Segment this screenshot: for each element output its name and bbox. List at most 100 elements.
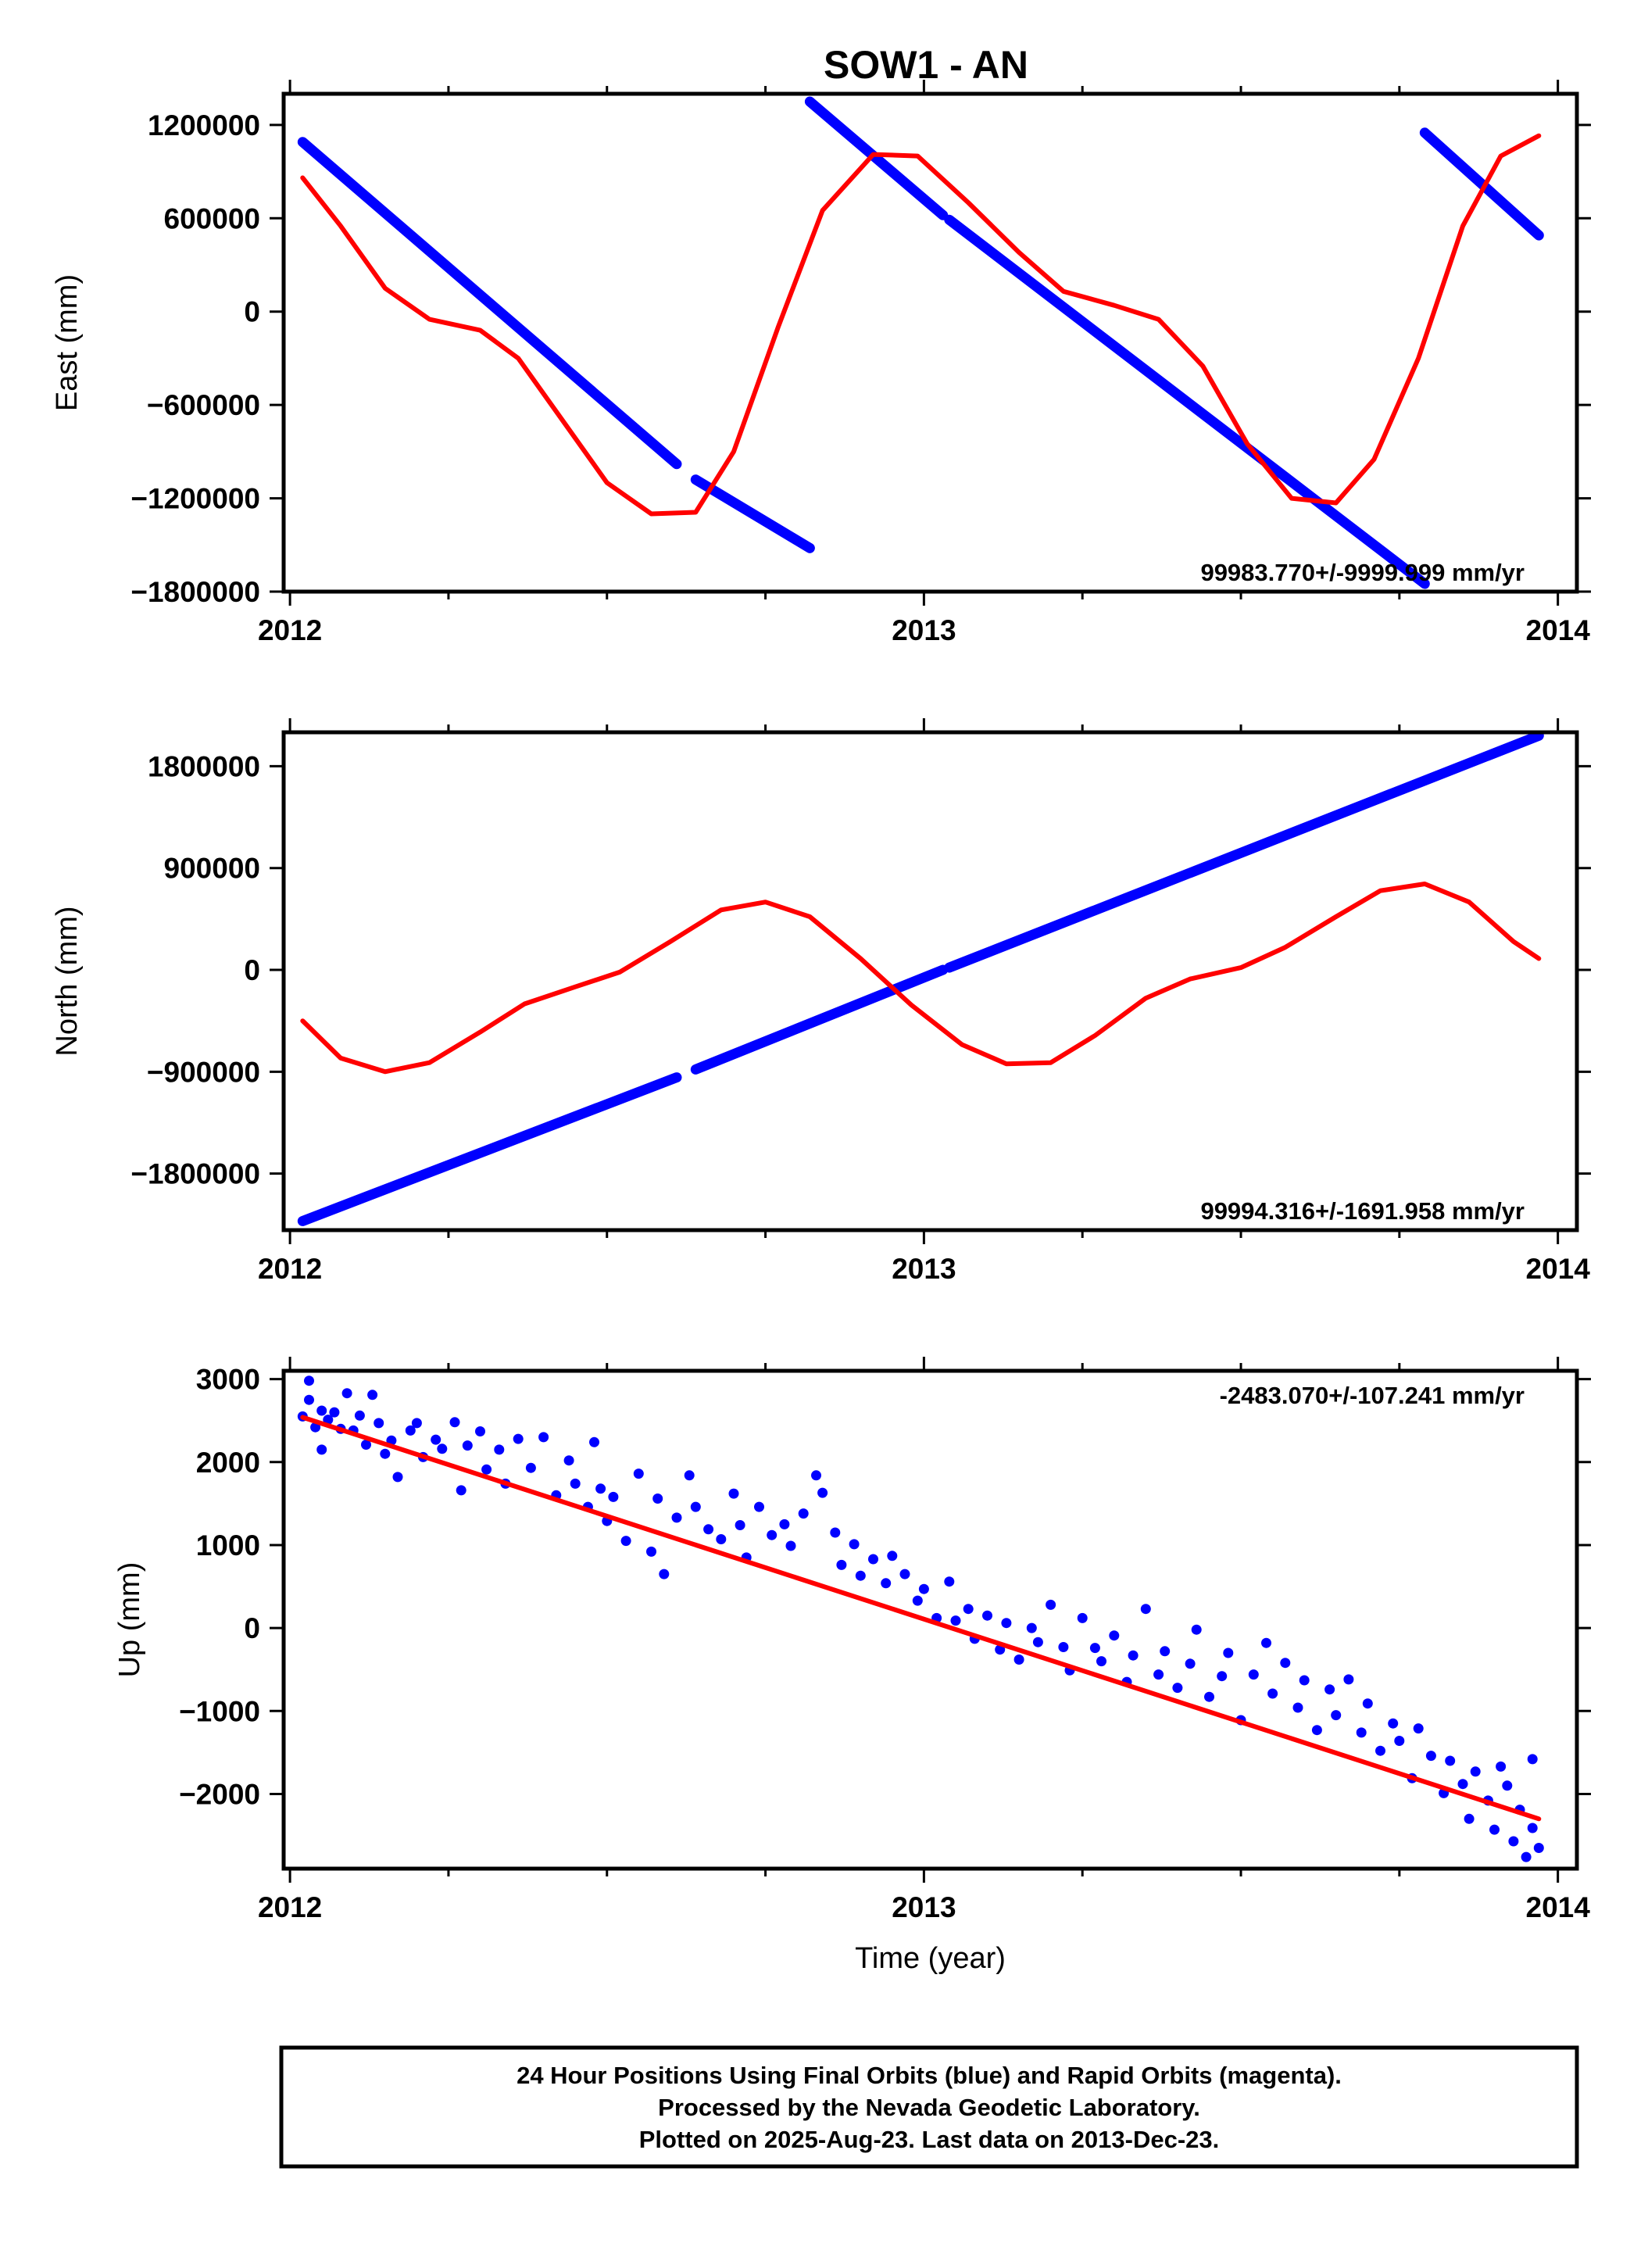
final-orbit-point [1204, 1691, 1214, 1702]
final-orbit-point [570, 1478, 581, 1489]
final-orbit-point [316, 1444, 327, 1455]
final-orbit-point [374, 1418, 384, 1429]
final-orbit-point [354, 1410, 365, 1421]
final-orbit-point [912, 1595, 923, 1606]
final-orbit-point [1140, 1604, 1151, 1615]
final-orbit-point [1527, 1823, 1538, 1833]
final-orbit-point [1299, 1675, 1310, 1686]
panels: 2012 2013 2014 −1800000 −1200000 −600000 0 6000… [51, 80, 1591, 1975]
final-orbit-point [899, 1569, 910, 1579]
final-orbit-point [329, 1407, 340, 1418]
final-orbit-point [595, 1483, 606, 1494]
final-orbit-point [1457, 1779, 1468, 1790]
final-orbit-point [1223, 1647, 1234, 1658]
final-orbit-point [431, 1434, 441, 1445]
final-orbit-point [1464, 1813, 1475, 1824]
y-tick-label: −1200000 [130, 483, 260, 515]
final-orbit-point [1261, 1637, 1271, 1648]
final-orbit-point [513, 1433, 524, 1444]
y-tick-label: 1200000 [148, 109, 260, 141]
final-orbit-point [1001, 1618, 1012, 1629]
y-tick-label: 3000 [196, 1364, 260, 1396]
final-orbit-point [437, 1443, 448, 1454]
rate-label: 99994.316+/-1691.958 mm/yr [1200, 1197, 1525, 1225]
final-orbit-point [538, 1432, 549, 1443]
final-orbit-segment [944, 732, 1544, 973]
footer-box: 24 Hour Positions Using Final Orbits (bl… [279, 2045, 1579, 2169]
y-axis-label: North (mm) [51, 906, 84, 1056]
final-orbit-point [1185, 1658, 1196, 1669]
final-orbit-point [1425, 1751, 1436, 1762]
final-orbit-point [703, 1524, 714, 1535]
final-orbit-point [563, 1455, 574, 1466]
plot-area [297, 96, 1544, 589]
x-tick-label: 2014 [1526, 1891, 1591, 1923]
y-tick-label: −1800000 [130, 1158, 260, 1190]
rapid-orbit-curve [300, 1415, 1542, 1822]
x-tick-label: 2013 [892, 614, 956, 646]
final-orbit-point [1343, 1674, 1354, 1685]
final-orbit-point [304, 1394, 314, 1405]
final-orbit-point [1527, 1754, 1538, 1765]
plot-area [297, 732, 1544, 1226]
y-tick-label: 900000 [164, 853, 260, 885]
final-orbit-point [690, 1501, 701, 1512]
final-orbit-point [633, 1468, 644, 1479]
x-tick-label: 2013 [892, 1891, 956, 1923]
final-orbit-segment [944, 214, 1430, 589]
rapid-orbit-curve [300, 133, 1542, 517]
final-orbit-point [1046, 1599, 1056, 1610]
final-orbit-point [1191, 1624, 1202, 1635]
y-tick-label: −900000 [147, 1056, 260, 1088]
y-axis-label: East (mm) [51, 274, 84, 411]
y-tick-label: 0 [244, 296, 260, 328]
footer-frame [279, 2045, 1579, 2169]
panel-2: 2012 2013 2014 −1800000 −900000 0 900000 180000… [51, 718, 1591, 1285]
final-orbit-point [589, 1436, 599, 1447]
final-orbit-point [620, 1536, 631, 1547]
final-orbit-point [1496, 1761, 1507, 1772]
final-orbit-point [316, 1405, 327, 1416]
final-orbit-segment [690, 964, 949, 1075]
final-orbit-point [963, 1604, 974, 1615]
final-orbit-point [982, 1610, 992, 1621]
final-orbit-point [671, 1512, 682, 1523]
final-orbit-point [1172, 1683, 1183, 1694]
final-orbit-point [1217, 1671, 1228, 1682]
figure-title: SOW1 - AN [824, 43, 1028, 87]
rate-label: 99983.770+/-9999.999 mm/yr [1200, 559, 1525, 586]
final-orbit-point [1356, 1727, 1367, 1738]
final-orbit-point [716, 1534, 727, 1544]
final-orbit-point [1077, 1612, 1088, 1623]
y-tick-label: 600000 [164, 202, 260, 234]
plot-frame [281, 91, 1579, 594]
x-tick-label: 2014 [1526, 614, 1591, 646]
final-orbit-point [1153, 1669, 1164, 1680]
final-orbit-point [646, 1546, 656, 1557]
final-orbit-point [367, 1390, 378, 1401]
x-tick-label: 2012 [258, 1253, 322, 1285]
final-orbit-point [767, 1529, 778, 1540]
y-tick-label: −1000 [179, 1695, 260, 1727]
y-tick-label: −1800000 [130, 576, 260, 608]
y-tick-label: 1800000 [148, 750, 260, 782]
plot-frame [281, 1368, 1579, 1871]
final-orbit-point [1362, 1698, 1373, 1709]
x-tick-label: 2012 [258, 614, 322, 646]
final-orbit-point [1508, 1836, 1519, 1847]
final-orbit-point [1096, 1656, 1106, 1667]
final-orbit-point [817, 1487, 828, 1498]
final-orbit-point [785, 1540, 796, 1551]
final-orbit-point [1109, 1630, 1120, 1641]
final-orbit-point [361, 1440, 371, 1450]
final-orbit-point [918, 1583, 929, 1594]
final-orbit-point [405, 1425, 416, 1436]
x-axis-label: Time (year) [855, 1942, 1006, 1975]
final-orbit-point [462, 1440, 473, 1451]
footer-line-3: Plotted on 2025-Aug-23. Last data on 201… [639, 2126, 1220, 2153]
final-orbit-point [449, 1417, 460, 1428]
footer-line-1: 24 Hour Positions Using Final Orbits (bl… [517, 2062, 1342, 2089]
final-orbit-point [1502, 1780, 1513, 1791]
final-orbit-point [836, 1559, 847, 1570]
